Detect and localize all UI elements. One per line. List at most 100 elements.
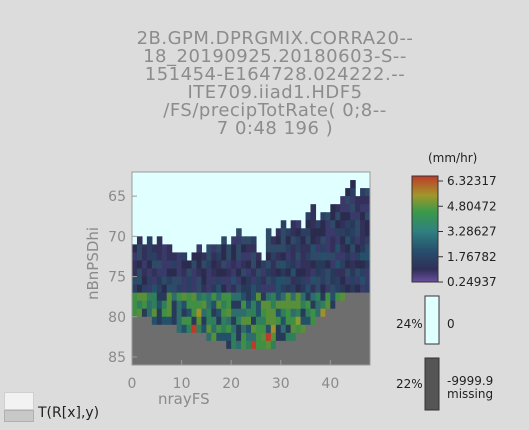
heatmap-cell <box>206 268 212 278</box>
heatmap-cell <box>246 260 252 270</box>
heatmap-cell <box>365 356 370 365</box>
heatmap-cell <box>365 260 370 270</box>
heatmap-cell <box>365 316 370 326</box>
heatmap-cell <box>151 276 158 286</box>
y-tick-label: 85 <box>108 350 126 366</box>
heatmap-cell <box>231 252 237 262</box>
heatmap-cell <box>360 188 366 197</box>
heatmap-cell <box>305 284 312 294</box>
heatmap-cell <box>340 228 346 237</box>
heatmap-cell <box>191 332 198 342</box>
heatmap-cell <box>191 308 198 318</box>
heatmap-cell <box>340 212 346 221</box>
heatmap-cell <box>345 300 351 310</box>
chart-title: 2B.GPM.DPRGMIX.CORRA20-- 18_20190925.201… <box>80 30 470 138</box>
heatmap-cell <box>330 284 336 294</box>
heatmap-cell <box>310 268 317 278</box>
heatmap-cell <box>290 292 297 302</box>
heatmap-cell <box>280 308 287 318</box>
heatmap-cell <box>350 260 356 270</box>
heatmap-cell <box>295 300 302 310</box>
heatmap-cell <box>310 228 317 237</box>
heatmap-cell <box>320 260 326 270</box>
heatmap-cell <box>221 244 227 254</box>
heatmap-cell <box>141 316 148 326</box>
heatmap-cell <box>255 348 262 358</box>
x-axis: 0 10 20 30 40 <box>128 360 339 392</box>
heatmap-cell <box>151 324 158 334</box>
heatmap-cell <box>305 300 312 310</box>
heatmap-cell <box>211 300 217 310</box>
heatmap-cell <box>161 292 168 302</box>
heatmap-cell <box>132 324 138 334</box>
heatmap-cell <box>236 308 242 318</box>
heatmap-cell <box>290 260 297 270</box>
heatmap-cell <box>315 348 322 358</box>
heatmap-cell <box>325 316 331 326</box>
heatmap-cell <box>310 356 317 365</box>
heatmap-cell <box>156 252 163 262</box>
heatmap-cell <box>216 252 222 262</box>
heatmap-cell <box>360 356 366 365</box>
heatmap-cell <box>275 292 282 302</box>
heatmap-cell <box>226 292 232 302</box>
heatmap-cell <box>255 324 262 334</box>
heatmap-cell <box>156 332 163 342</box>
heatmap-cell <box>156 340 163 350</box>
heatmap-cell <box>211 284 217 294</box>
heatmap-cell <box>310 324 317 334</box>
heatmap-cell <box>350 324 356 334</box>
heatmap-cell <box>141 252 148 262</box>
heatmap-cell <box>136 356 143 365</box>
heatmap-cell <box>335 316 341 326</box>
heatmap-cell <box>295 252 302 262</box>
heatmap-cell <box>171 276 178 286</box>
heatmap-cell <box>226 316 232 326</box>
heatmap-cell <box>325 332 331 342</box>
heatmap-cell <box>310 332 317 342</box>
heatmap-cell <box>201 284 207 294</box>
heatmap-cell <box>265 332 272 342</box>
heatmap-cell <box>211 252 217 262</box>
zero-swatch <box>424 295 440 345</box>
heatmap-cell <box>335 228 341 237</box>
heatmap-cell <box>295 260 302 270</box>
heatmap-cell <box>315 284 322 294</box>
heatmap-cell <box>216 332 222 342</box>
heatmap-cell <box>360 228 366 237</box>
heatmap-cell <box>161 244 168 254</box>
heatmap-cell <box>350 308 356 318</box>
heatmap-cell <box>300 324 307 334</box>
heatmap-cell <box>330 316 336 326</box>
heatmap-cell <box>365 348 370 358</box>
heatmap-cell <box>350 204 356 213</box>
heatmap-cell <box>166 292 173 302</box>
heatmap-cell <box>171 300 178 310</box>
heatmap-cell <box>251 316 257 326</box>
heatmap-cell <box>211 332 217 342</box>
heatmap-cell <box>320 300 326 310</box>
heatmap-cell <box>136 244 143 254</box>
heatmap-cell <box>196 356 203 365</box>
heatmap-cell <box>246 316 252 326</box>
heatmap-cell <box>275 244 282 254</box>
heatmap-cell <box>181 260 188 270</box>
heatmap-cell <box>340 324 346 334</box>
heatmap-cell <box>325 348 331 358</box>
heatmap-cell <box>325 268 331 278</box>
heatmap-cell <box>335 244 341 254</box>
heatmap-cell <box>360 284 366 294</box>
heatmap-cell <box>181 300 188 310</box>
heatmap-cell <box>360 332 366 342</box>
heatmap-cell <box>355 212 361 221</box>
heatmap-cell <box>255 340 262 350</box>
heatmap-cell <box>335 292 341 302</box>
heatmap-cell <box>350 356 356 365</box>
heatmap-cell <box>191 348 198 358</box>
heatmap-cell <box>176 300 183 310</box>
heatmap-cell <box>265 316 272 326</box>
heatmap-cell <box>275 260 282 270</box>
heatmap-cell <box>141 276 148 286</box>
heatmap-cell <box>251 292 257 302</box>
